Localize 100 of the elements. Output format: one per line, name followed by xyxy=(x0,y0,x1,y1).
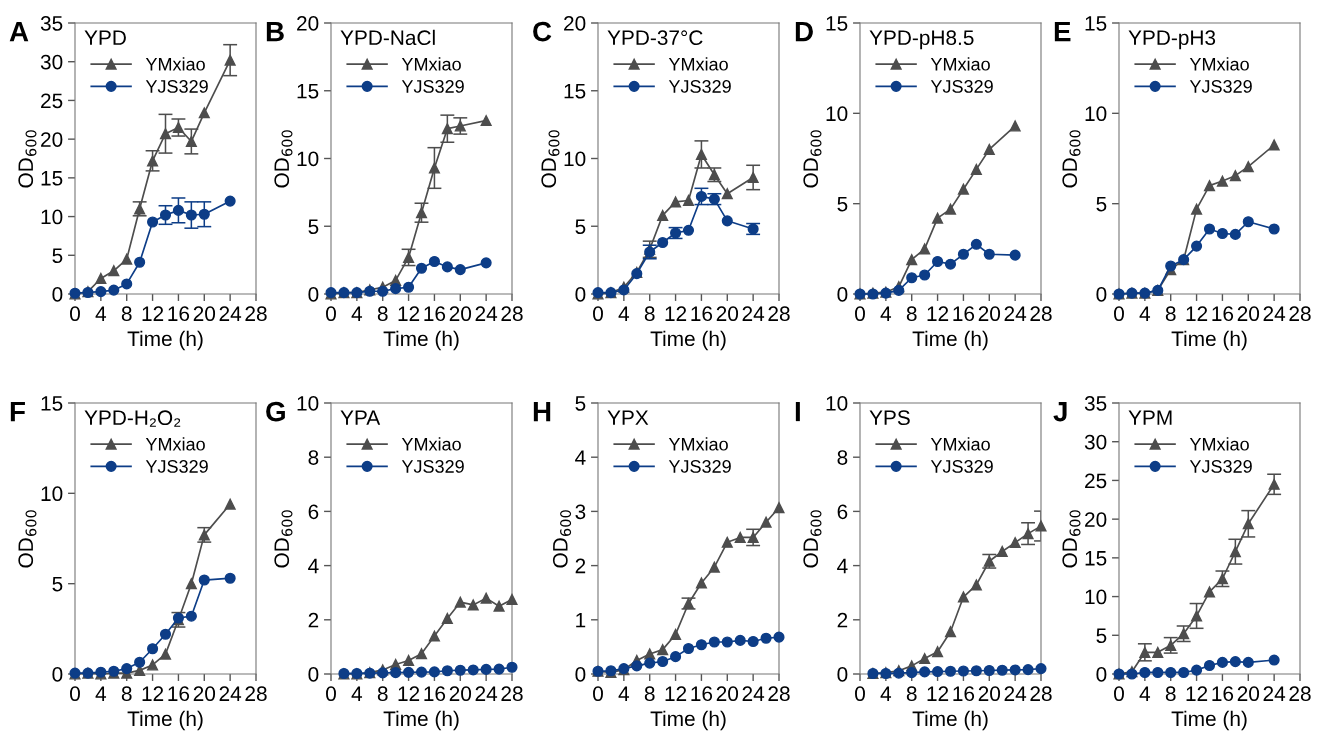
x-tick-label: 12 xyxy=(665,306,687,321)
x-tick-label: 8 xyxy=(377,306,388,322)
x-tick-label: 28 xyxy=(1289,306,1311,322)
x-tick-label: 20 xyxy=(449,686,472,702)
text: H xyxy=(533,402,551,422)
y-tick-label: 2 xyxy=(308,612,319,628)
x-tick-label: 0 xyxy=(1114,686,1124,702)
y-tick-label: 30 xyxy=(1084,434,1107,450)
y-tick-label: 10 xyxy=(41,209,63,225)
x-tick-label: 24 xyxy=(1263,686,1286,701)
y-tick-label: 15 xyxy=(826,16,848,31)
x-tick-label: 24 xyxy=(742,686,765,701)
x-tick-label: 8 xyxy=(906,306,917,322)
chart-title: YPM xyxy=(1128,410,1172,425)
y-tick-label: 5 xyxy=(575,219,586,234)
legend-label: YJS329 xyxy=(1189,80,1252,93)
y-tick-label: 10 xyxy=(1085,106,1107,122)
x-tick-label: 24 xyxy=(1004,686,1027,701)
y-axis-title: OD$_{600}$ xyxy=(552,510,572,568)
x-tick-label: 24 xyxy=(219,306,242,321)
x-tick-label: 20 xyxy=(716,686,739,702)
x-axis-title: Time (h) xyxy=(650,330,726,351)
y-axis-title: OD$_{600}$ xyxy=(803,130,822,188)
text: B xyxy=(266,22,284,42)
y-tick-label: 2 xyxy=(837,612,848,628)
legend-label: YJS329 xyxy=(145,460,208,473)
chart-title: YPD xyxy=(84,30,126,45)
text: A xyxy=(9,22,29,42)
chart-title: YPD-pH3 xyxy=(1128,30,1216,50)
x-tick-label: 20 xyxy=(978,306,1001,322)
legend-label: YMxiao xyxy=(930,437,990,451)
legend-label: YMxiao xyxy=(930,57,990,71)
x-tick-label: 8 xyxy=(377,686,388,702)
y-tick-label: 10 xyxy=(826,106,848,122)
chart-title: YPD-37°C xyxy=(607,30,703,46)
x-tick-label: 0 xyxy=(855,306,865,322)
x-tick-label: 12 xyxy=(142,306,164,321)
x-tick-label: 20 xyxy=(193,306,216,322)
x-tick-label: 28 xyxy=(1030,686,1052,702)
y-axis-title: OD$_{600}$ xyxy=(1062,510,1081,568)
x-tick-label: 12 xyxy=(665,686,687,701)
y-tick-label: 15 xyxy=(41,396,63,411)
y-tick-label: 10 xyxy=(41,486,63,502)
x-axis-title: Time (h) xyxy=(127,330,203,351)
x-tick-label: 28 xyxy=(501,686,523,702)
x-tick-label: 20 xyxy=(1237,686,1260,702)
y-tick-label: 5 xyxy=(52,248,63,264)
x-axis-title: Time (h) xyxy=(127,710,203,731)
legend-label: YJS329 xyxy=(668,460,731,473)
x-tick-label: 28 xyxy=(1030,306,1052,322)
text: C xyxy=(533,21,552,42)
legend-label: YMxiao xyxy=(145,437,205,451)
y-tick-label: 15 xyxy=(1085,551,1107,566)
x-tick-label: 20 xyxy=(193,686,216,702)
x-axis-title: Time (h) xyxy=(1171,710,1247,731)
x-tick-label: 0 xyxy=(326,306,336,322)
y-tick-label: 1 xyxy=(576,613,586,628)
y-tick-label: 5 xyxy=(52,576,63,592)
x-tick-label: 4 xyxy=(880,686,892,701)
x-tick-label: 0 xyxy=(70,686,80,702)
x-tick-label: 4 xyxy=(351,306,363,321)
y-tick-label: 20 xyxy=(1085,512,1107,527)
x-tick-label: 0 xyxy=(1114,306,1124,322)
y-tick-label: 5 xyxy=(575,396,586,411)
y-tick-label: 0 xyxy=(52,287,63,302)
x-tick-label: 16 xyxy=(424,306,446,322)
x-tick-label: 28 xyxy=(1289,686,1311,702)
y-tick-label: 10 xyxy=(564,151,586,167)
y-tick-label: 8 xyxy=(308,450,319,465)
legend-label: YMxiao xyxy=(401,57,461,71)
x-tick-label: 28 xyxy=(245,306,267,322)
x-tick-label: 4 xyxy=(351,686,363,701)
x-tick-label: 16 xyxy=(1212,686,1234,702)
x-tick-label: 24 xyxy=(475,306,498,321)
y-tick-label: 5 xyxy=(1096,628,1107,644)
y-tick-label: 30 xyxy=(40,54,63,70)
x-tick-label: 0 xyxy=(326,686,336,702)
x-tick-label: 4 xyxy=(880,306,892,321)
y-tick-label: 10 xyxy=(826,396,848,411)
x-tick-label: 8 xyxy=(121,306,132,322)
x-tick-label: 4 xyxy=(1139,306,1151,321)
x-tick-label: 12 xyxy=(927,306,949,321)
x-tick-label: 0 xyxy=(593,306,603,322)
y-tick-label: 4 xyxy=(837,558,848,574)
y-tick-label: 20 xyxy=(564,16,586,31)
y-tick-label: 0 xyxy=(1096,287,1107,302)
y-tick-label: 0 xyxy=(575,667,586,682)
x-tick-label: 24 xyxy=(1004,306,1027,321)
y-tick-label: 10 xyxy=(297,396,319,411)
y-tick-label: 6 xyxy=(308,504,319,520)
x-tick-label: 0 xyxy=(593,686,603,702)
text: J xyxy=(1053,402,1067,422)
x-tick-label: 20 xyxy=(716,306,739,322)
y-tick-label: 15 xyxy=(564,83,586,99)
y-tick-label: 20 xyxy=(297,16,319,31)
x-tick-label: 12 xyxy=(927,686,949,701)
y-axis-title: OD$_{600}$ xyxy=(274,510,293,568)
chart-title: YPX xyxy=(607,410,649,425)
legend-label: YMxiao xyxy=(1189,57,1249,71)
x-tick-label: 20 xyxy=(449,306,472,322)
